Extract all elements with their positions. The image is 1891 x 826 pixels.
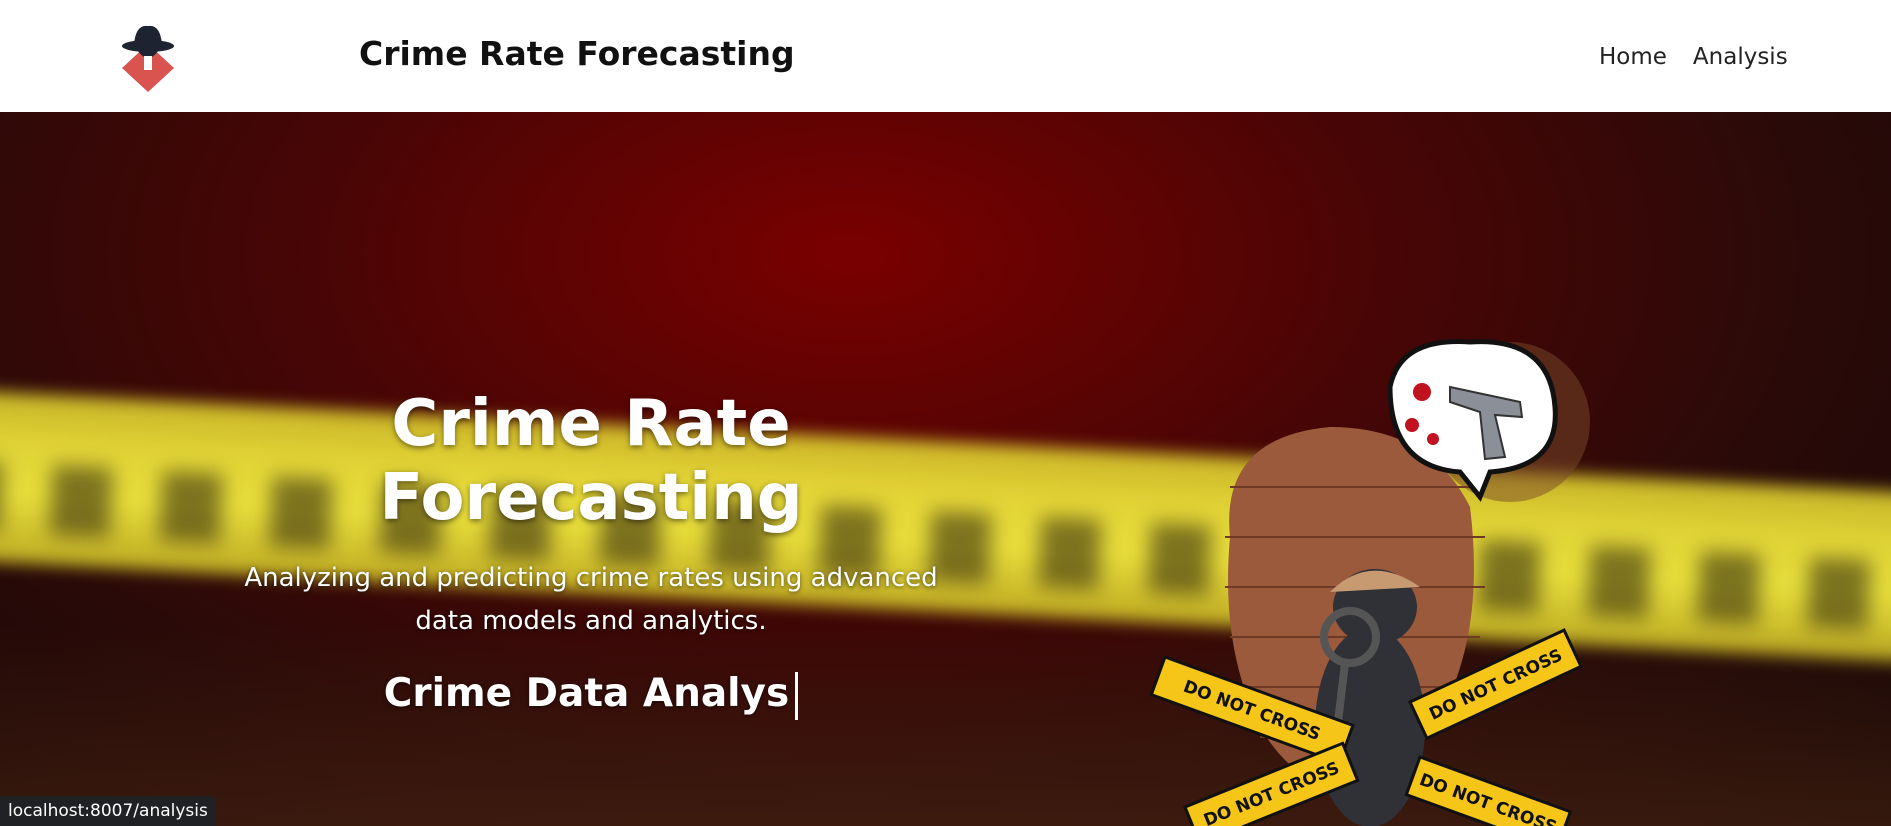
typing-cursor	[795, 671, 799, 720]
hero-text: Crime Rate Forecasting Analyzing and pre…	[191, 387, 991, 720]
hero: Crime Rate Forecasting Analyzing and pre…	[0, 112, 1891, 826]
logo	[122, 25, 174, 92]
typed-text-content: Crime Data Analys	[383, 671, 790, 716]
nav-link[interactable]: Home	[1599, 44, 1667, 70]
nav: Home Analysis	[1599, 44, 1788, 70]
illustration: DO NOT CROSS DO NOT CROSS DO NOT CROSS D…	[1150, 339, 1590, 826]
status-bar: localhost:8007/analysis	[0, 796, 216, 826]
header: Crime Rate Forecasting Home Analysis	[0, 0, 1891, 112]
typed-text: Crime Data Analys	[191, 671, 991, 720]
hero-subtitle: Analyzing and predicting crime rates usi…	[244, 563, 938, 636]
site-title: Crime Rate Forecasting	[359, 34, 795, 73]
hero-title: Crime Rate Forecasting	[379, 387, 803, 535]
nav-link[interactable]: Analysis	[1692, 44, 1788, 70]
